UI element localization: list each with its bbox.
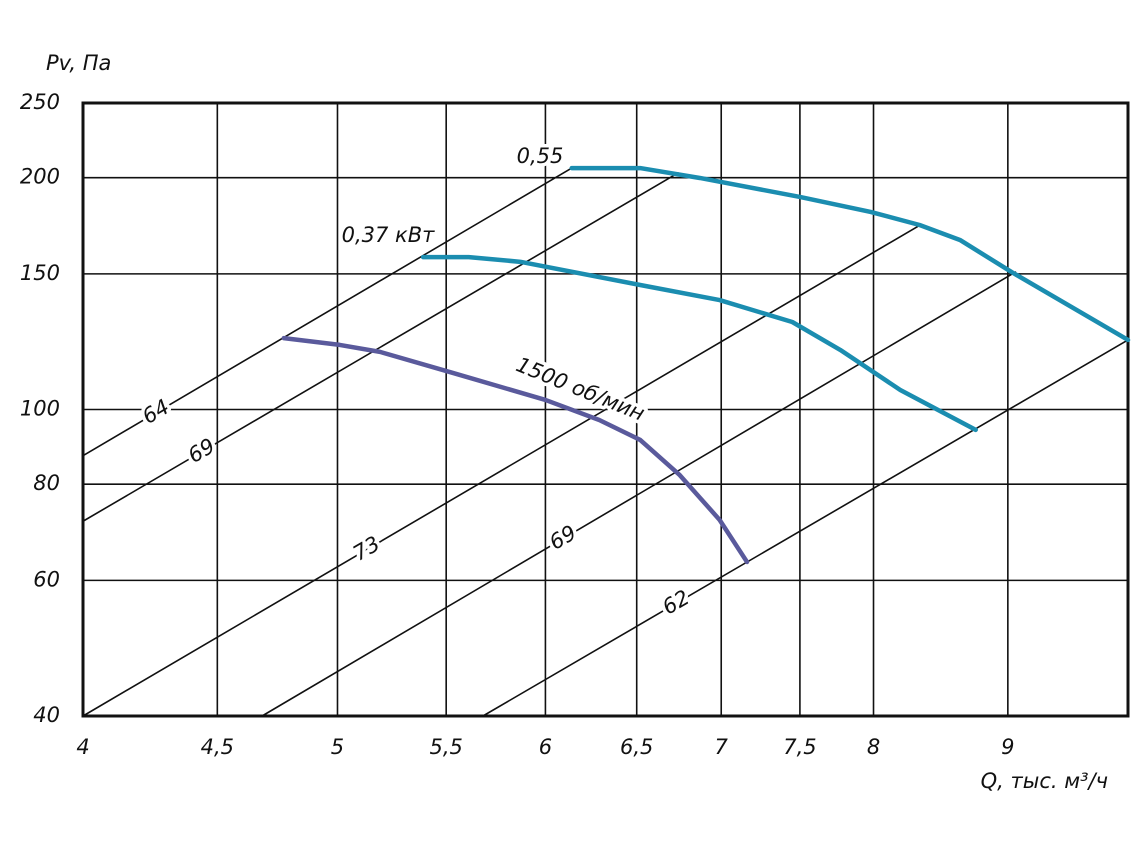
performance-curve — [281, 335, 750, 565]
x-tick-label: 8 — [867, 735, 880, 759]
legend-label: 0,55 — [517, 144, 564, 168]
x-tick-label: 9 — [1001, 735, 1014, 759]
resistance-line — [261, 271, 1017, 717]
y-axis-label: Pv, Па — [46, 51, 111, 75]
y-tick-label: 100 — [20, 397, 60, 421]
line-label: 62 — [658, 585, 693, 619]
line-label: 73 — [349, 531, 384, 565]
resistance-line — [82, 167, 573, 457]
performance-curve — [569, 165, 1131, 343]
resistance-line — [82, 172, 679, 523]
legend-label: 0,37 кВт — [342, 223, 436, 247]
line-label: 69 — [545, 520, 580, 554]
y-tick-label: 60 — [33, 567, 60, 591]
performance-curve — [420, 254, 978, 433]
resistance-line — [482, 339, 1129, 717]
line-label: 64 — [138, 395, 173, 429]
x-tick-label: 7 — [715, 735, 729, 759]
x-tick-label: 6 — [539, 735, 552, 759]
y-tick-label: 200 — [20, 165, 60, 189]
x-axis-label: Q, тыс. м³/ч — [981, 769, 1108, 793]
plot-frame — [81, 101, 1130, 718]
x-tick-label: 5 — [331, 735, 344, 759]
y-tick-label: 250 — [20, 90, 60, 114]
x-tick-label: 5,5 — [429, 735, 462, 759]
y-tick-label: 150 — [20, 261, 60, 285]
line-label: 69 — [184, 434, 219, 468]
x-tick-label: 4,5 — [201, 735, 234, 759]
x-tick-label: 6,5 — [620, 735, 653, 759]
resistance-line — [82, 225, 920, 717]
x-tick-label: 7,5 — [783, 735, 816, 759]
y-tick-label: 40 — [33, 703, 60, 727]
x-tick-label: 4 — [76, 735, 89, 759]
y-tick-label: 80 — [33, 471, 60, 495]
